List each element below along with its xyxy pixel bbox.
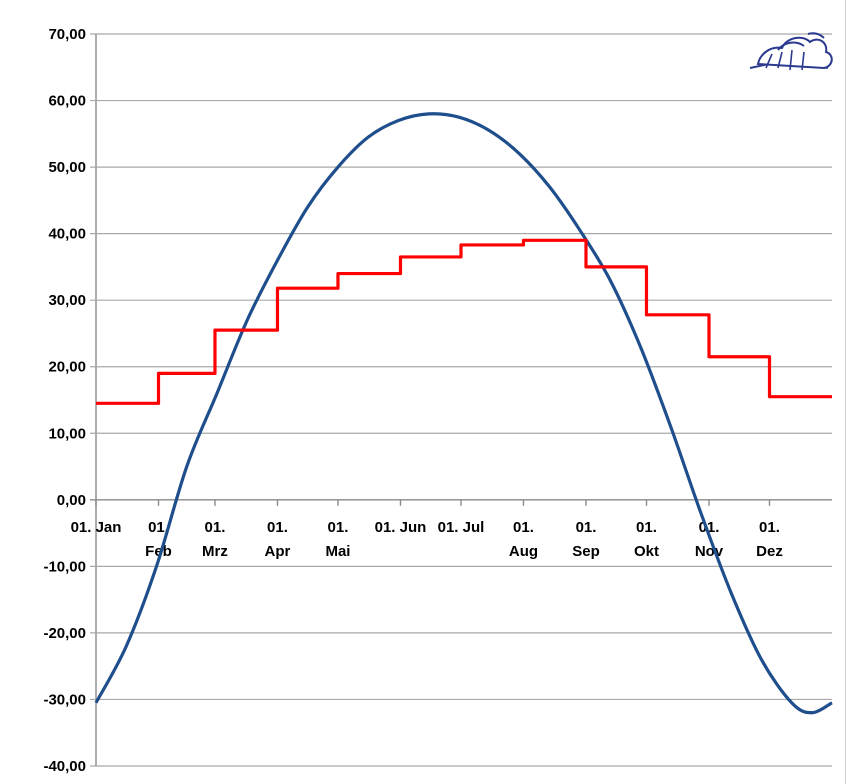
y-tick-label: 70,00 xyxy=(48,26,86,43)
x-tick-label: 01. Jul xyxy=(438,519,485,536)
x-tick-label: 01. xyxy=(759,519,780,536)
x-tick-label: Mai xyxy=(325,543,350,560)
x-tick-label: Okt xyxy=(634,543,659,560)
x-tick-label: 01. Jun xyxy=(375,519,427,536)
y-tick-label: 50,00 xyxy=(48,159,86,176)
y-tick-label: -30,00 xyxy=(43,691,86,708)
y-tick-labels: 70,00 60,00 50,00 40,00 30,00 20,00 10,00 0,00 -… xyxy=(43,26,86,775)
y-tick-label: 0,00 xyxy=(57,492,86,509)
x-tick-label: 01. xyxy=(205,519,226,536)
y-tick-label: -10,00 xyxy=(43,558,86,575)
y-tick-label: -40,00 xyxy=(43,758,86,775)
x-tick-label: Feb xyxy=(145,543,172,560)
y-tick-label: 10,00 xyxy=(48,425,86,442)
x-tick-label: Mrz xyxy=(202,543,228,560)
y-tick-label: -20,00 xyxy=(43,625,86,642)
x-tick-label: 01. xyxy=(576,519,597,536)
series-layer xyxy=(94,112,833,715)
x-tick-label: 01. xyxy=(267,519,288,536)
grid-lines xyxy=(90,33,832,767)
series-line-curve xyxy=(94,112,833,715)
y-tick-label: 20,00 xyxy=(48,359,86,376)
x-tick-label: 01. xyxy=(513,519,534,536)
y-tick-label: 40,00 xyxy=(48,226,86,243)
y-tick-label: 30,00 xyxy=(48,292,86,309)
x-tick-label: Sep xyxy=(572,543,600,560)
x-tick-label: 01. Jan xyxy=(71,519,122,536)
x-tick-label: Apr xyxy=(265,543,291,560)
x-tick-label: 01. xyxy=(636,519,657,536)
x-tick-label: 01. xyxy=(328,519,349,536)
x-tick-label: 01. xyxy=(148,519,169,536)
y-tick-label: 60,00 xyxy=(48,93,86,110)
cloud-sun-logo-icon xyxy=(749,32,833,71)
series-line-step xyxy=(96,238,832,405)
x-tick-label: Dez xyxy=(756,543,783,560)
x-tick-labels: 01. Jan 01. Feb 01. Mrz 01. Apr 01. Mai 01. Jun 01… xyxy=(71,519,783,560)
x-tick-label: Nov xyxy=(695,543,724,560)
x-tick-label: Aug xyxy=(509,543,538,560)
